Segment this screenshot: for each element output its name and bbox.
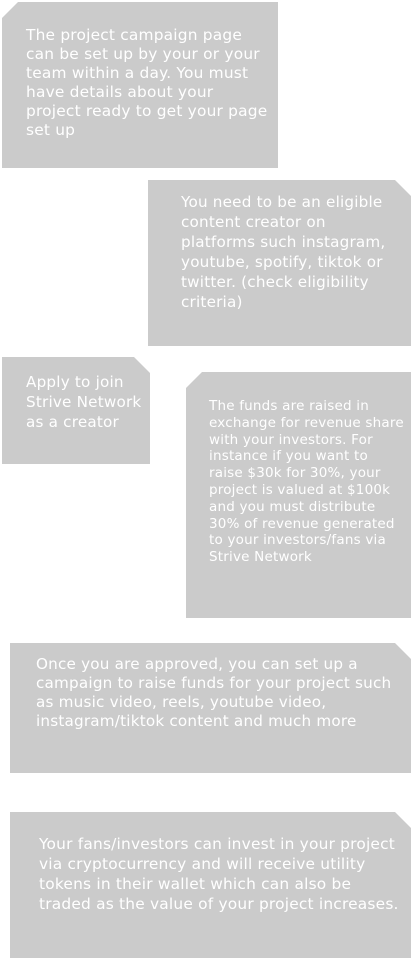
step-card-revenue-share: The funds are raised in exchange for rev… bbox=[186, 372, 411, 618]
step-card-approval: Once you are approved, you can set up a … bbox=[10, 643, 411, 773]
step-card-invest: Your fans/investors can invest in your p… bbox=[10, 812, 411, 958]
step-card-campaign-setup: The project campaign page can be set up … bbox=[2, 2, 278, 168]
step-card-eligibility: You need to be an eligible content creat… bbox=[148, 180, 411, 346]
step-card-apply: Apply to join Strive Network as a creato… bbox=[2, 357, 150, 464]
